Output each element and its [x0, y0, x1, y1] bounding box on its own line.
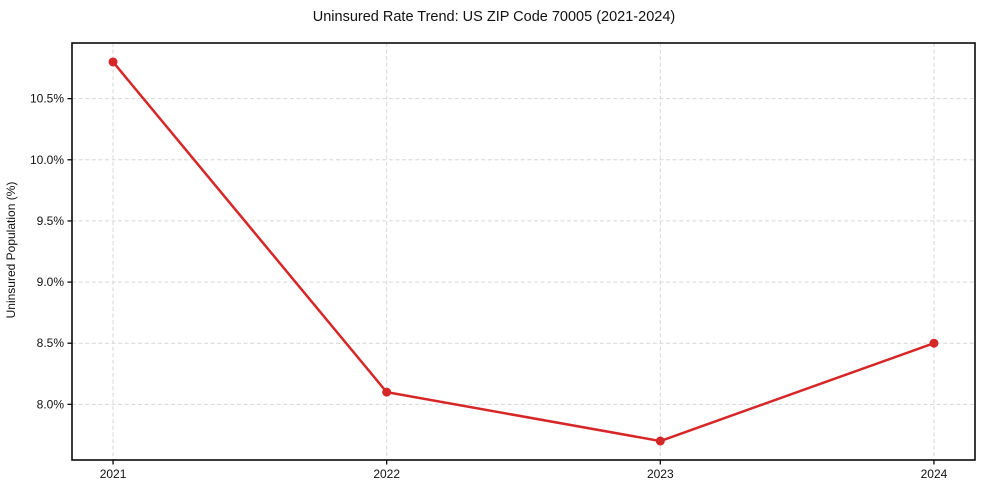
y-tick-label: 10.5% — [30, 92, 64, 106]
y-tick-label: 8.0% — [37, 397, 65, 411]
y-axis-label: Uninsured Population (%) — [4, 182, 18, 319]
x-tick-label: 2022 — [373, 467, 400, 481]
data-line — [111, 60, 936, 443]
x-tick-label: 2024 — [921, 467, 948, 481]
chart-title: Uninsured Rate Trend: US ZIP Code 70005 … — [313, 9, 675, 25]
data-point-marker — [108, 57, 118, 67]
data-point-marker — [655, 436, 665, 446]
y-tick-label: 9.0% — [37, 275, 65, 289]
x-tick-label: 2023 — [647, 467, 674, 481]
plot-border — [71, 42, 976, 461]
plot-area: 2021 2022 2023 2024 8.0% 8.5% 9.0% 9.5% 10.0% 10.… — [30, 42, 976, 481]
y-tick-label: 9.5% — [37, 214, 65, 228]
data-point-marker — [382, 387, 392, 397]
data-point-marker — [929, 338, 939, 348]
y-tick-label: 10.0% — [30, 153, 64, 167]
x-tick-label: 2021 — [100, 467, 127, 481]
y-tick-label: 8.5% — [37, 336, 65, 350]
